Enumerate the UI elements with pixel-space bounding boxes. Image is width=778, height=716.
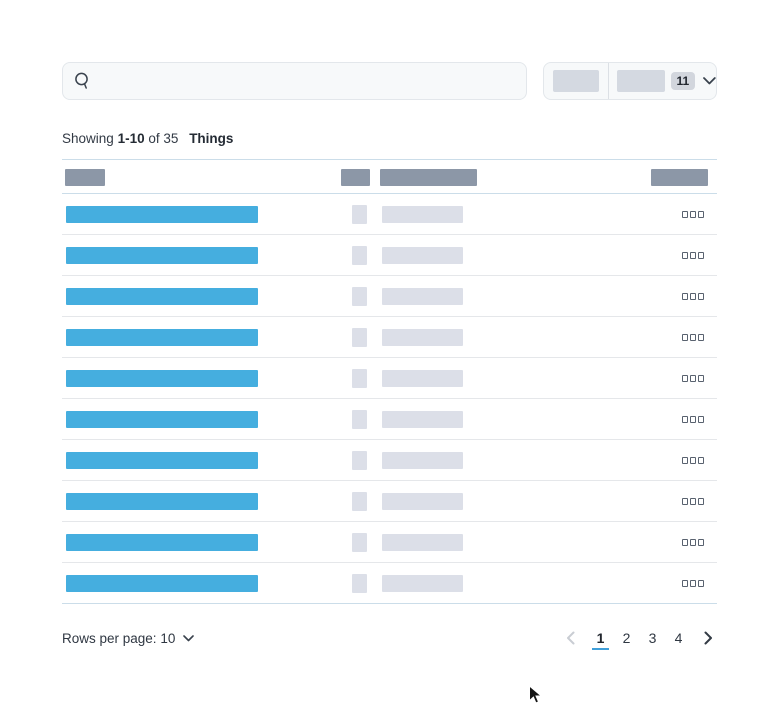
search-input[interactable] [100,73,515,89]
row-actions-menu-icon[interactable] [682,539,704,546]
table-row[interactable] [62,522,717,563]
showing-label: Showing [62,131,114,146]
secondary-cell-placeholder [382,370,463,387]
range-value: 1-10 [117,131,145,146]
count-badge: 11 [670,72,696,90]
chevron-right-icon [704,631,712,645]
entity-label: Things [189,131,234,146]
secondary-cell-placeholder [382,206,463,223]
primary-cell-placeholder [66,534,258,551]
primary-cell-placeholder [66,206,258,223]
of-label: of [148,131,160,146]
row-actions-menu-icon[interactable] [682,375,704,382]
secondary-cell-placeholder [382,493,463,510]
chevron-left-icon [567,631,575,645]
next-page-button[interactable] [700,626,717,650]
primary-cell-placeholder [66,329,258,346]
small-cell-placeholder [352,410,367,429]
primary-cell-placeholder [66,288,258,305]
small-cell-placeholder [352,492,367,511]
row-actions-menu-icon[interactable] [682,252,704,259]
primary-cell-placeholder [66,575,258,592]
secondary-cell-placeholder [382,247,463,264]
content-area: 11 Showing 1-10 of 35 Things [62,62,717,659]
row-actions-menu-icon[interactable] [682,293,704,300]
secondary-cell-placeholder [382,534,463,551]
primary-cell-placeholder [66,370,258,387]
table-row[interactable] [62,194,717,235]
row-actions-menu-icon[interactable] [682,211,704,218]
table-row[interactable] [62,276,717,317]
table-row[interactable] [62,317,717,358]
secondary-cell-placeholder [382,452,463,469]
primary-cell-placeholder [66,247,258,264]
table-row[interactable] [62,358,717,399]
table-row[interactable] [62,563,717,604]
small-cell-placeholder [352,328,367,347]
filter-dropdown[interactable]: 11 [543,62,717,100]
primary-cell-placeholder [66,411,258,428]
placeholder-block [617,70,665,92]
table-row[interactable] [62,399,717,440]
rows-per-page-label: Rows per page: [62,630,157,646]
top-bar: 11 [62,62,717,100]
secondary-cell-placeholder [382,411,463,428]
page-number-2[interactable]: 2 [618,626,635,650]
table-row[interactable] [62,235,717,276]
table-body [62,194,717,604]
table-row[interactable] [62,481,717,522]
small-cell-placeholder [352,246,367,265]
rows-per-page-select[interactable]: Rows per page: 10 [62,630,195,646]
primary-cell-placeholder [66,452,258,469]
row-actions-menu-icon[interactable] [682,416,704,423]
search-icon [75,72,88,89]
small-cell-placeholder [352,533,367,552]
small-cell-placeholder [352,451,367,470]
small-cell-placeholder [352,574,367,593]
header-placeholder [651,169,708,186]
primary-cell-placeholder [66,493,258,510]
small-cell-placeholder [352,287,367,306]
placeholder-block [553,70,600,92]
page-number-4[interactable]: 4 [670,626,687,650]
secondary-cell-placeholder [382,329,463,346]
row-actions-menu-icon[interactable] [682,334,704,341]
page-number-1[interactable]: 1 [592,626,609,650]
total-value: 35 [163,131,179,146]
row-actions-menu-icon[interactable] [682,498,704,505]
rows-per-page-value: 10 [160,630,176,646]
data-table [62,159,717,604]
table-header [62,159,717,194]
table-row[interactable] [62,440,717,481]
chevron-down-icon [183,634,195,641]
header-placeholder [380,169,477,186]
row-actions-menu-icon[interactable] [682,457,704,464]
previous-page-button[interactable] [562,626,579,650]
page-number-3[interactable]: 3 [644,626,661,650]
mouse-cursor [529,685,543,704]
small-cell-placeholder [352,205,367,224]
small-cell-placeholder [352,369,367,388]
search-box[interactable] [62,62,527,100]
secondary-cell-placeholder [382,575,463,592]
results-summary: Showing 1-10 of 35 Things [62,131,717,146]
chevron-down-icon [703,77,716,85]
header-placeholder [65,169,105,186]
secondary-cell-placeholder [382,288,463,305]
header-placeholder [341,169,370,186]
row-actions-menu-icon[interactable] [682,580,704,587]
dropdown-divider [608,63,610,99]
